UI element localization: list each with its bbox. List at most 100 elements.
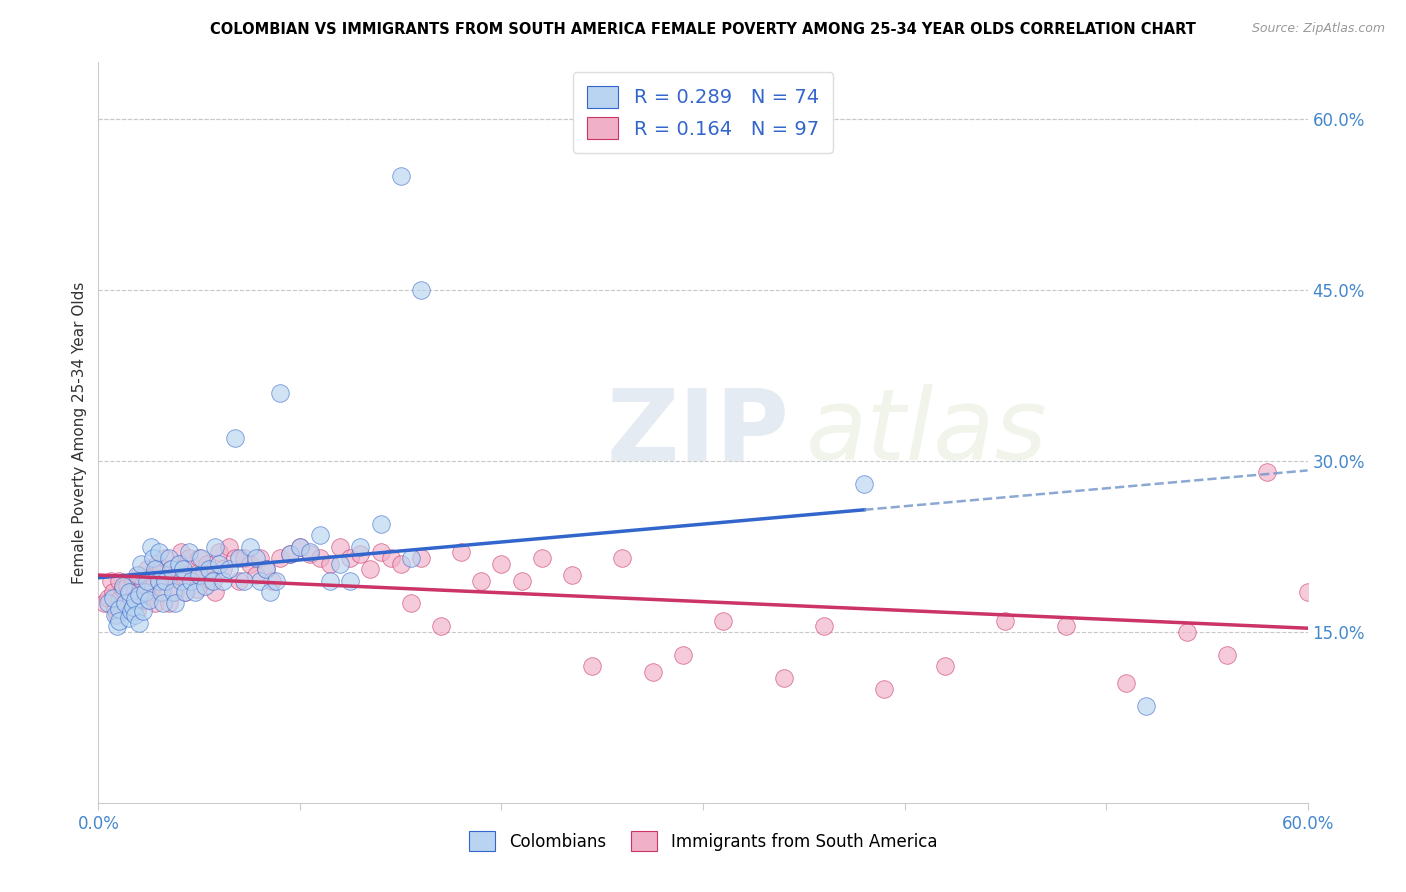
Point <box>198 562 221 576</box>
Point <box>167 557 190 571</box>
Point <box>118 585 141 599</box>
Point <box>152 597 174 611</box>
Point <box>399 597 422 611</box>
Point <box>125 604 148 618</box>
Point <box>128 615 150 630</box>
Point <box>224 550 246 565</box>
Point <box>184 585 207 599</box>
Point <box>138 593 160 607</box>
Point <box>186 582 208 596</box>
Point <box>260 574 283 588</box>
Point <box>380 550 402 565</box>
Point <box>124 607 146 622</box>
Point <box>103 607 125 622</box>
Text: atlas: atlas <box>806 384 1047 481</box>
Point <box>249 574 271 588</box>
Point <box>254 562 277 576</box>
Point <box>195 557 218 571</box>
Point <box>245 568 267 582</box>
Point <box>239 540 262 554</box>
Point <box>153 550 176 565</box>
Point <box>160 562 183 576</box>
Point <box>135 574 157 588</box>
Point <box>409 283 432 297</box>
Point <box>934 659 956 673</box>
Point <box>149 562 172 576</box>
Point <box>309 550 332 565</box>
Point <box>160 562 183 576</box>
Point <box>399 550 422 565</box>
Point <box>101 585 124 599</box>
Point <box>530 550 553 565</box>
Point <box>180 574 202 588</box>
Point <box>163 597 186 611</box>
Point <box>162 570 184 584</box>
Y-axis label: Female Poverty Among 25-34 Year Olds: Female Poverty Among 25-34 Year Olds <box>72 282 87 583</box>
Point <box>994 614 1017 628</box>
Point <box>149 585 172 599</box>
Point <box>124 593 146 607</box>
Point <box>360 562 382 576</box>
Text: Source: ZipAtlas.com: Source: ZipAtlas.com <box>1251 22 1385 36</box>
Point <box>157 550 180 565</box>
Point <box>1296 585 1319 599</box>
Point <box>288 540 311 554</box>
Point <box>97 597 120 611</box>
Point <box>128 589 150 603</box>
Point <box>152 585 174 599</box>
Point <box>105 607 128 622</box>
Point <box>772 671 794 685</box>
Point <box>111 579 134 593</box>
Point <box>181 570 204 584</box>
Point <box>299 545 322 559</box>
Point <box>370 516 392 531</box>
Point <box>510 574 533 588</box>
Point <box>269 550 291 565</box>
Point <box>1216 648 1239 662</box>
Point <box>148 545 170 559</box>
Point <box>389 557 412 571</box>
Point <box>450 545 472 559</box>
Point <box>309 528 332 542</box>
Point <box>179 545 201 559</box>
Point <box>93 597 115 611</box>
Point <box>204 585 226 599</box>
Point <box>228 574 250 588</box>
Point <box>409 550 432 565</box>
Point <box>142 579 165 593</box>
Point <box>146 557 169 571</box>
Point <box>162 585 184 599</box>
Point <box>200 574 222 588</box>
Point <box>143 562 166 576</box>
Point <box>188 568 211 582</box>
Point <box>138 570 160 584</box>
Point <box>174 585 197 599</box>
Point <box>193 568 215 582</box>
Point <box>100 574 122 588</box>
Point <box>245 550 267 565</box>
Point <box>103 602 125 616</box>
Point <box>115 579 138 593</box>
Point <box>97 591 120 605</box>
Point <box>134 593 156 607</box>
Point <box>139 540 162 554</box>
Point <box>228 550 250 565</box>
Point <box>470 574 492 588</box>
Point <box>232 574 254 588</box>
Point <box>114 597 136 611</box>
Point <box>107 593 129 607</box>
Point <box>174 585 197 599</box>
Point <box>212 574 235 588</box>
Point <box>259 585 281 599</box>
Point <box>813 619 835 633</box>
Point <box>101 591 124 605</box>
Point <box>339 574 361 588</box>
Point <box>121 574 143 588</box>
Point <box>114 597 136 611</box>
Point <box>105 619 128 633</box>
Point <box>134 585 156 599</box>
Point <box>491 557 513 571</box>
Point <box>264 574 287 588</box>
Point <box>339 550 361 565</box>
Point <box>132 604 155 618</box>
